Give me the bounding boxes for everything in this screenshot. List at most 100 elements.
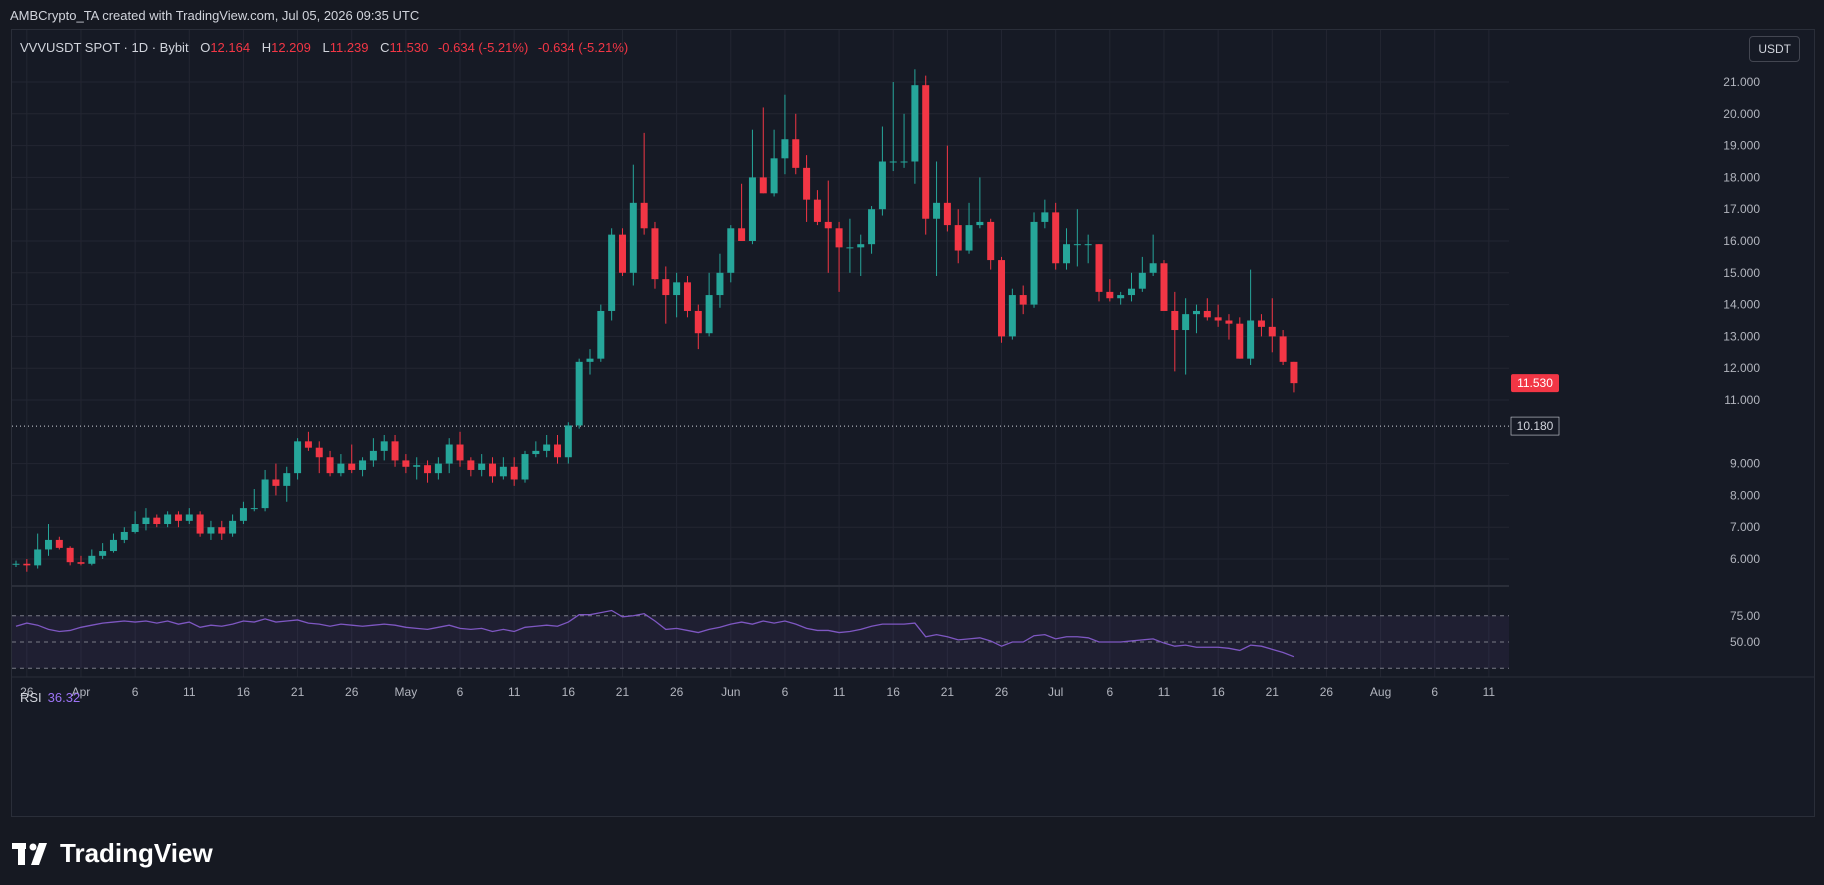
candle-down [66, 547, 74, 563]
candle-up [499, 466, 507, 477]
candle-up [12, 563, 20, 565]
candle-up [781, 139, 789, 159]
candlestick-chart[interactable]: 26 Apr 6 11 16 21 26 May 6 11 16 21 26 Jun 6 11 16 21 26 Ju… [12, 30, 1815, 817]
x-tick-label: 16 [562, 685, 576, 699]
candle-down [1052, 212, 1060, 264]
candle-up [911, 85, 919, 162]
candle-down [738, 228, 746, 241]
candle-down [1279, 336, 1287, 362]
candle-down [391, 441, 399, 461]
high-label: H [261, 40, 272, 55]
x-tick-label: 26 [345, 685, 359, 699]
candle-up [44, 539, 52, 550]
tradingview-logo-icon [12, 842, 47, 865]
candle-down [467, 460, 475, 470]
x-tick-label: 6 [1106, 685, 1113, 699]
candle-down [1236, 323, 1244, 359]
y-tick-label: 11.000 [1724, 393, 1760, 407]
candle-up [673, 282, 681, 296]
y-tick-label: 8.000 [1730, 488, 1760, 502]
y-tick-label: 13.000 [1723, 329, 1760, 343]
chart-panel[interactable]: 26 Apr 6 11 16 21 26 May 6 11 16 21 26 Jun 6 11 16 21 26 Ju… [11, 29, 1815, 817]
candle-down [640, 202, 648, 229]
candle-up [1084, 244, 1092, 246]
x-tick-label: 11 [833, 685, 846, 699]
candle-down [813, 199, 821, 222]
candle-down [456, 444, 464, 461]
candle-up [434, 463, 442, 474]
candle-down [153, 517, 161, 525]
low-label: L [322, 40, 330, 55]
candle-down [174, 514, 182, 521]
candle-down [792, 139, 800, 168]
candle-up [1182, 314, 1190, 331]
candle-up [164, 514, 172, 525]
y-tick-label: 15.000 [1723, 266, 1760, 280]
y-tick-label: 21.000 [1723, 75, 1760, 89]
candle-up [478, 463, 486, 470]
candle-up [283, 473, 291, 486]
candle-up [976, 221, 984, 226]
candle-down [803, 167, 811, 200]
x-tick-label: 11 [1483, 685, 1496, 699]
y-tick-label: 19.000 [1723, 139, 1760, 153]
candle-down [662, 279, 670, 296]
candle-down [987, 221, 995, 261]
x-tick-label: 26 [995, 685, 1009, 699]
x-tick-label: 16 [1211, 685, 1225, 699]
x-tick-label: 26 [20, 685, 34, 699]
candle-up [131, 524, 139, 532]
candle-down [272, 479, 280, 486]
y-tick-label: 18.000 [1723, 170, 1760, 184]
candle-down [402, 460, 410, 467]
x-tick-label: 16 [887, 685, 901, 699]
candle-up [965, 225, 973, 251]
candle-down [1095, 244, 1103, 292]
chart-credit: AMBCrypto_TA created with TradingView.co… [10, 8, 420, 23]
rsi-tick-label: 50.00 [1730, 635, 1760, 649]
candle-up [380, 441, 388, 451]
candle-down [824, 221, 832, 229]
x-tick-label: 16 [237, 685, 251, 699]
price-line-label: 10.180 [1517, 419, 1554, 433]
candle-up [933, 202, 941, 219]
candle-down [1203, 310, 1211, 318]
candle-up [564, 425, 572, 458]
candle-down [954, 225, 962, 251]
candle-down [1225, 320, 1233, 324]
candle-down [651, 228, 659, 280]
tradingview-logo[interactable]: TradingView [12, 838, 213, 869]
currency-button[interactable]: USDT [1749, 36, 1800, 62]
x-tick-label: Jun [721, 685, 740, 699]
candle-down [510, 466, 518, 480]
x-tick-label: 11 [183, 685, 196, 699]
candle-up [1008, 295, 1016, 337]
candle-up [586, 358, 594, 362]
x-tick-label: Jul [1048, 685, 1063, 699]
candle-down [348, 463, 356, 470]
symbol-label[interactable]: VVVUSDT SPOT · 1D · Bybit [20, 40, 189, 55]
high-value: 12.209 [271, 40, 311, 55]
candle-down [196, 514, 204, 534]
y-tick-label: 9.000 [1730, 457, 1760, 471]
rsi-legend: RSI 36.32 [20, 690, 80, 705]
y-tick-label: 16.000 [1723, 234, 1760, 248]
y-tick-label: 6.000 [1730, 552, 1760, 566]
x-tick-label: 26 [670, 685, 684, 699]
candle-up [337, 463, 345, 474]
candle-up [532, 450, 540, 455]
candle-down [618, 234, 626, 273]
candle-up [445, 444, 453, 464]
candle-up [716, 272, 724, 296]
candle-down [1106, 291, 1114, 299]
x-tick-label: 21 [1266, 685, 1280, 699]
candle-up [1030, 221, 1038, 305]
x-tick-label: 21 [941, 685, 955, 699]
x-tick-label: Aug [1370, 685, 1391, 699]
candle-up [369, 450, 377, 461]
candle-down [23, 563, 31, 566]
x-tick-label: May [395, 685, 418, 699]
candle-up [575, 361, 583, 426]
last-price-label: 11.530 [1517, 376, 1553, 390]
candle-down [998, 260, 1006, 337]
